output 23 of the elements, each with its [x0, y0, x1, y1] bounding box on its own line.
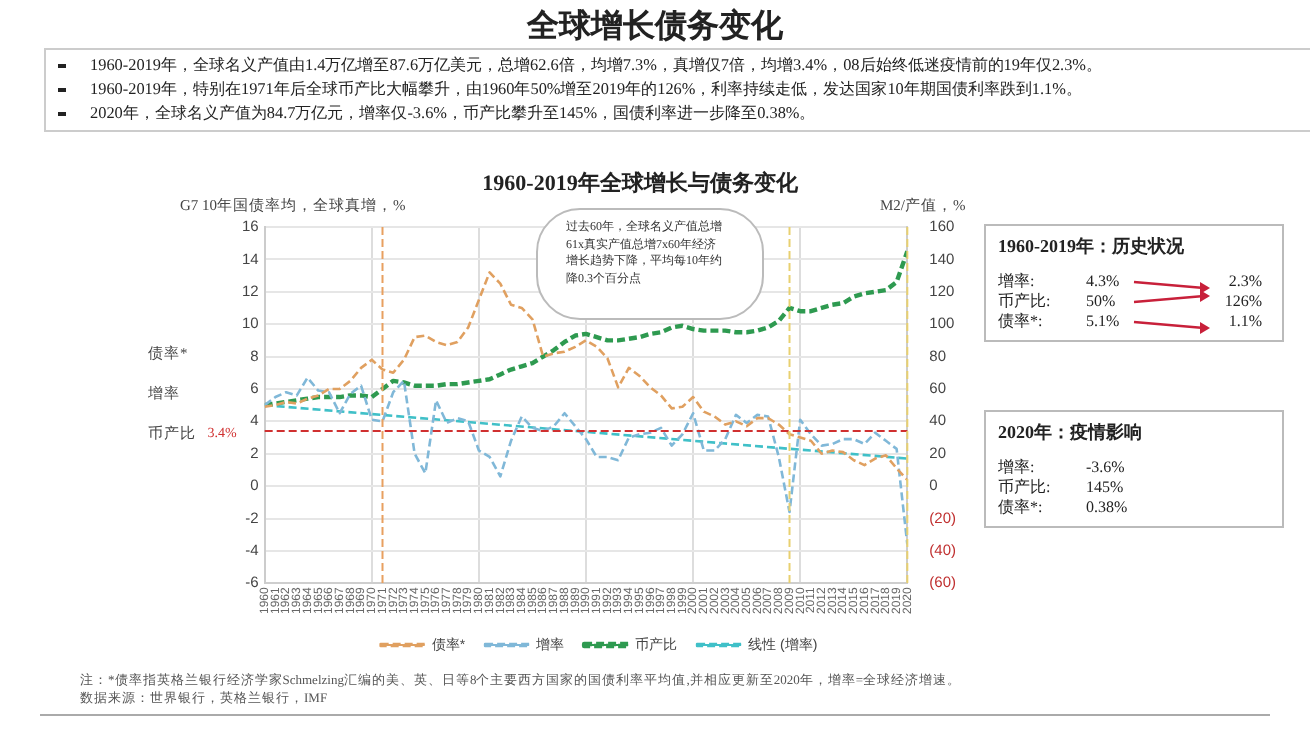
text: 1.1%: [1226, 312, 1262, 332]
text: -3.6%: [1086, 458, 1127, 478]
text: 1960-2019年，全球名义产值由1.4万亿增至87.6万亿美元，总增62.6倍，均增7.3%，真增仅7倍，均增3.4%，08后始终低迷疫情前的19年仅2.3%。: [90, 54, 1310, 78]
text: 债率*:: [998, 498, 1045, 518]
text: 增率:: [998, 458, 1037, 478]
text: 50%: [1086, 292, 1118, 312]
text: 1960-2019年：历史状况: [998, 234, 1186, 260]
text: 5.1%: [1086, 312, 1122, 332]
text: 126%: [1222, 292, 1262, 312]
text: 币产比:: [998, 478, 1053, 498]
text: 债率*:: [998, 312, 1045, 332]
text: 2020年，全球名义产值为84.7万亿元，增率仅-3.6%，币产比攀升至145%，国债利率进一步降至0.38%。: [90, 102, 1310, 126]
chart-subtitle: 1960-2019年全球增长与债务变化: [480, 169, 800, 198]
text: 145%: [1086, 478, 1126, 498]
text: 2.3%: [1226, 272, 1262, 292]
line-series: [264, 249, 908, 408]
text: 1960-2019年，特别在1971年后全球币产比大幅攀升，由1960年50%增至2019年的126%，利率持续走低，发达国家10年期国债利率跌到1.1%。: [90, 78, 1310, 102]
text: 4.3%: [1086, 272, 1122, 292]
text: 2020年：疫情影响: [998, 420, 1144, 446]
text: 增率:: [998, 272, 1037, 292]
text: 0.38%: [1086, 498, 1130, 518]
text: 币产比:: [998, 292, 1053, 312]
chart-title: 全球增长债务变化: [524, 6, 785, 48]
